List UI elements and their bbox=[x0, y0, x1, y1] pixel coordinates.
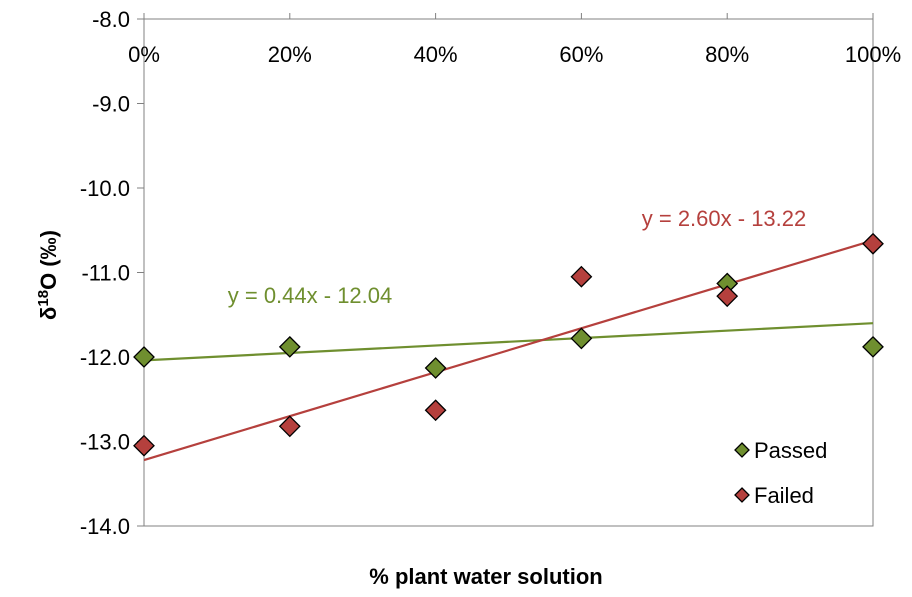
chart-labels: % plant water solution δ18O (‰) y = 0.44x … bbox=[35, 206, 806, 589]
trendline-equation-failed: y = 2.60x - 13.22 bbox=[642, 206, 807, 231]
y-tick-label: -12.0 bbox=[80, 345, 130, 370]
axes: -8.0 -9.0 -10.0 -11.0 -12.0 -13.0 -14.0 0% 20% 40… bbox=[80, 7, 901, 539]
data-point-passed bbox=[278, 335, 301, 358]
y-tick-label: -9.0 bbox=[92, 92, 130, 117]
trendline-equation-passed: y = 0.44x - 12.04 bbox=[228, 283, 393, 308]
data-point-failed bbox=[716, 285, 739, 308]
data-point-failed bbox=[570, 265, 593, 288]
x-tick-label: 20% bbox=[268, 42, 312, 67]
legend-label-passed: Passed bbox=[754, 438, 827, 463]
x-tick-label: 60% bbox=[559, 42, 603, 67]
x-tick-label: 80% bbox=[705, 42, 749, 67]
y-tick-label: -8.0 bbox=[92, 7, 130, 32]
x-tick-label: 0% bbox=[128, 42, 160, 67]
data-points bbox=[133, 232, 884, 457]
y-axis-title: δ18O (‰) bbox=[35, 230, 61, 320]
data-point-passed bbox=[570, 327, 593, 350]
x-tick-label: 100% bbox=[845, 42, 901, 67]
legend: Passed Failed bbox=[734, 438, 827, 508]
data-point-failed bbox=[862, 232, 884, 255]
y-tick-label: -13.0 bbox=[80, 430, 130, 455]
y-tick-label: -10.0 bbox=[80, 176, 130, 201]
data-point-passed bbox=[862, 335, 884, 358]
x-axis-title: % plant water solution bbox=[369, 564, 602, 589]
legend-marker-failed bbox=[734, 487, 750, 503]
legend-label-failed: Failed bbox=[754, 483, 814, 508]
x-tick-label: 40% bbox=[414, 42, 458, 67]
trendlines bbox=[143, 239, 874, 462]
trendline-passed bbox=[143, 322, 874, 362]
legend-marker-passed bbox=[734, 442, 750, 458]
data-point-failed bbox=[278, 415, 301, 438]
y-tick-label: -11.0 bbox=[81, 261, 130, 286]
data-point-failed bbox=[133, 434, 155, 457]
trendline-failed bbox=[143, 239, 874, 462]
data-point-failed bbox=[424, 399, 447, 422]
data-point-passed bbox=[424, 357, 447, 379]
data-point-passed bbox=[133, 346, 155, 368]
y-tick-label: -14.0 bbox=[80, 514, 130, 539]
